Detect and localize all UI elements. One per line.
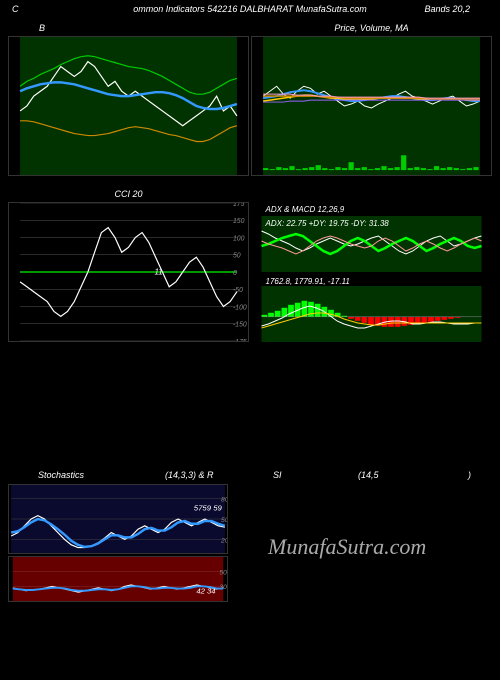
- chart-header: C ommon Indicators 542216 DALBHARAT Muna…: [0, 0, 500, 18]
- pricema-title: Price, Volume, MA: [334, 23, 408, 33]
- pricema-panel: Price, Volume, MA: [251, 36, 492, 176]
- bbands-panel: B: [8, 36, 249, 176]
- header-center: ommon Indicators 542216 DALBHARAT Munafa…: [133, 4, 366, 14]
- stoch-label-end: ): [468, 470, 471, 480]
- svg-text:50: 50: [219, 570, 227, 577]
- stoch-label-mid2: SI: [273, 470, 282, 480]
- svg-text:-150: -150: [233, 322, 247, 329]
- svg-text:175: 175: [233, 203, 245, 208]
- stoch-label-left: Stochastics: [38, 470, 84, 480]
- svg-text:42 34: 42 34: [196, 586, 215, 595]
- svg-text:50: 50: [221, 517, 227, 524]
- svg-text:1762.8, 1779.91, -17.11: 1762.8, 1779.91, -17.11: [266, 277, 350, 286]
- svg-text:80: 80: [221, 497, 227, 504]
- cci-panel: CCI 20 175150100500-50-100-150-17511: [8, 202, 249, 342]
- svg-text:ADX & MACD 12,26,9: ADX & MACD 12,26,9: [265, 205, 345, 214]
- stoch-label-right: (14,5: [358, 470, 379, 480]
- watermark: MunafaSutra.com: [268, 534, 426, 560]
- adx-macd-panel: ADX & MACD 12,26,9 ADX: 22.75 +DY: 19.75 …: [251, 202, 492, 342]
- svg-text:50: 50: [233, 253, 241, 260]
- header-right: Bands 20,2: [424, 4, 470, 14]
- svg-text:-50: -50: [233, 287, 243, 294]
- svg-text:0: 0: [233, 270, 237, 277]
- bbands-title: B: [39, 23, 45, 33]
- rsi-panel: 503042 34: [8, 556, 228, 602]
- svg-text:ADX: 22.75 +DY: 19.75 -DY: 31.: ADX: 22.75 +DY: 19.75 -DY: 31.38: [265, 219, 390, 228]
- chart-grid: B Price, Volume, MA CCI 20 175 150 100 50 0 -…: [0, 32, 500, 602]
- svg-text:-175: -175: [233, 339, 247, 341]
- svg-text:5759 59: 5759 59: [194, 503, 223, 512]
- svg-text:20: 20: [220, 537, 227, 544]
- header-left: C: [12, 4, 19, 14]
- svg-text:150: 150: [233, 218, 245, 225]
- svg-text:-100: -100: [233, 304, 247, 311]
- cci-title: CCI 20: [114, 189, 142, 199]
- svg-text:100: 100: [233, 235, 245, 242]
- stochastics-panel: 80 50 20 5759 59: [8, 484, 228, 554]
- stoch-label-mid: (14,3,3) & R: [165, 470, 214, 480]
